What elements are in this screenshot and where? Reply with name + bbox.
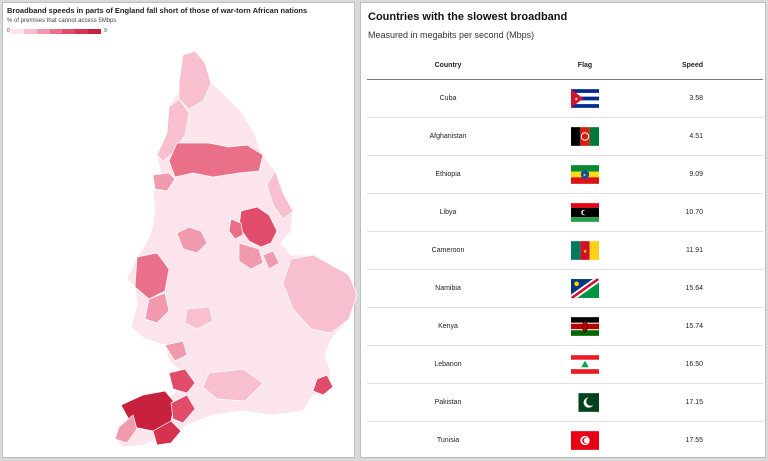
legend-swatch (62, 29, 76, 34)
map-region-kent-east (312, 374, 334, 396)
country-cell: Cuba (367, 79, 529, 118)
svg-text:★: ★ (582, 172, 587, 177)
legend-min-label: 0 (7, 28, 10, 34)
map-region-shropshire-wales-border (134, 252, 170, 300)
slowest-broadband-table: Country Flag Speed Cuba ★ 3.58 Afghanistan 4… (367, 51, 763, 460)
speed-cell: 10.70 (641, 193, 763, 232)
column-header-country: Country (367, 51, 529, 80)
speed-cell: 15.74 (641, 307, 763, 346)
map-region-east-midlands-c (262, 250, 280, 270)
map-region-north-yorkshire (168, 142, 264, 178)
country-cell: Libya (367, 193, 529, 232)
table-row: Afghanistan 4.51 (367, 117, 763, 156)
map-region-devon-south (152, 420, 182, 446)
legend-swatch (49, 29, 63, 34)
speed-cell: 11.91 (641, 231, 763, 270)
map-region-peak-district (176, 226, 208, 254)
table-row: Cuba ★ 3.58 (367, 79, 763, 118)
speed-cell: 9.09 (641, 155, 763, 194)
map-region-yorkshire-dales (152, 172, 176, 192)
country-cell: Kenya (367, 307, 529, 346)
map-legend: 0 9 (7, 28, 107, 40)
map-region-norfolk-suffolk (282, 254, 358, 334)
country-cell: Afghanistan (367, 117, 529, 156)
map-region-east-midlands-b (238, 242, 264, 270)
table-row: Pakistan 17.15 (367, 383, 763, 422)
cameroon-flag-icon: ★ (571, 240, 599, 261)
map-region-cornwall (114, 414, 138, 444)
country-cell: Cameroon (367, 231, 529, 270)
country-cell: Lebanon (367, 345, 529, 384)
map-region-cumbria (156, 98, 190, 162)
map-region-northumberland (178, 50, 212, 110)
map-panel: Broadband speeds in parts of England fal… (2, 2, 358, 458)
flag-cell (529, 345, 641, 384)
namibia-flag-icon (571, 278, 599, 299)
speed-cell: 17.15 (641, 383, 763, 422)
legend-max-label: 9 (104, 28, 107, 34)
flag-cell (529, 421, 641, 460)
map-region-east-midlands-a (228, 218, 244, 240)
tunisia-flag-icon (571, 430, 599, 451)
table-row: Ethiopia ★ 9.09 (367, 155, 763, 194)
map-region-cotswolds (184, 306, 214, 330)
svg-text:★: ★ (574, 96, 579, 101)
flag-cell (529, 117, 641, 156)
speed-cell: 4.51 (641, 117, 763, 156)
legend-swatch (36, 29, 50, 34)
flag-cell: ★ (529, 231, 641, 270)
cuba-flag-icon: ★ (571, 88, 599, 109)
afghanistan-flag-icon (571, 126, 599, 147)
map-region-herefordshire (144, 292, 170, 324)
country-cell: Pakistan (367, 383, 529, 422)
column-header-speed: Speed (641, 51, 763, 80)
table-title: Countries with the slowest broadband (368, 11, 568, 23)
legend-swatch (11, 29, 24, 34)
table-row: Kenya 15.74 (367, 307, 763, 346)
libya-flag-icon (571, 202, 599, 223)
table-row: Lebanon 16.50 (367, 345, 763, 384)
svg-text:★: ★ (583, 248, 588, 255)
map-title: Broadband speeds in parts of England fal… (7, 6, 308, 15)
pakistan-flag-icon (571, 392, 599, 413)
speed-cell: 3.58 (641, 79, 763, 118)
map-region-mid-west (164, 340, 188, 362)
table-subtitle: Measured in megabits per second (Mbps) (368, 30, 535, 40)
speed-cell: 16.50 (641, 345, 763, 384)
map-region-east-coast (266, 170, 294, 220)
legend-swatch (23, 29, 37, 34)
country-cell: Namibia (367, 269, 529, 308)
lebanon-flag-icon (571, 354, 599, 375)
map-region-somerset (168, 368, 196, 394)
column-header-flag: Flag (529, 51, 641, 80)
ethiopia-flag-icon: ★ (571, 164, 599, 185)
legend-color-ramp (11, 29, 102, 34)
map-region-dorset-hampshire (202, 368, 264, 402)
flag-cell (529, 269, 641, 308)
table-row: Cameroon ★ 11.91 (367, 231, 763, 270)
flag-cell: ★ (529, 79, 641, 118)
speed-cell: 15.64 (641, 269, 763, 308)
map-region-dartmoor (170, 394, 196, 424)
table-row: Namibia 15.64 (367, 269, 763, 308)
england-choropleth-map (114, 50, 358, 448)
flag-cell: ★ (529, 155, 641, 194)
table-header-row: Country Flag Speed (367, 51, 763, 80)
map-subtitle: % of premises that cannot access 5Mbps (7, 18, 117, 24)
flag-cell (529, 383, 641, 422)
legend-swatch (88, 29, 102, 34)
table-panel: Countries with the slowest broadband Mea… (360, 2, 766, 460)
country-cell: Tunisia (367, 421, 529, 460)
table-row: Tunisia 17.55 (367, 421, 763, 460)
country-cell: Ethiopia (367, 155, 529, 194)
legend-swatch (75, 29, 89, 34)
flag-cell (529, 193, 641, 232)
kenya-flag-icon (571, 316, 599, 337)
flag-cell (529, 307, 641, 346)
speed-cell: 17.55 (641, 421, 763, 460)
table-row: Libya 10.70 (367, 193, 763, 232)
